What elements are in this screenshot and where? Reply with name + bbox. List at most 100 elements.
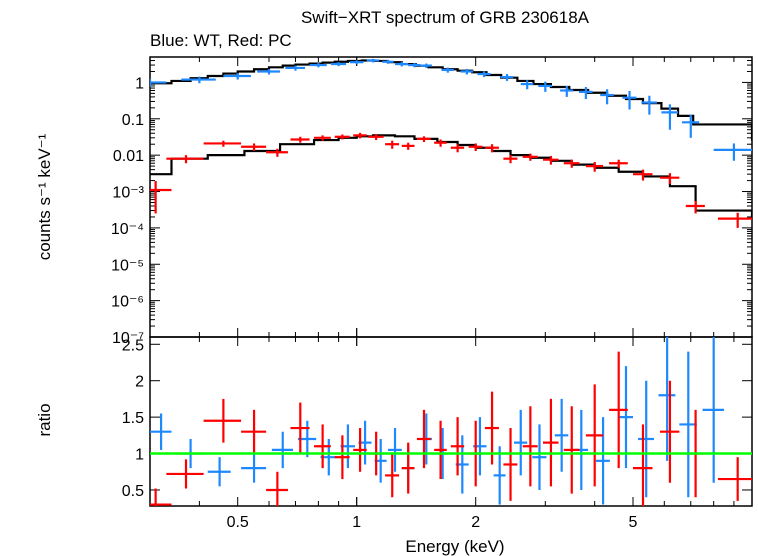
spectrum-pc-point — [368, 134, 384, 141]
spectrum-wt-series — [150, 58, 752, 161]
spectrum-pc-point — [633, 169, 653, 181]
spectrum-pc-point — [241, 143, 267, 152]
spectrum-pc-point — [585, 161, 604, 172]
spectrum-wt-point — [460, 68, 474, 75]
spectrum-wt-point — [560, 85, 574, 97]
ratio-pc-point — [659, 380, 680, 483]
spectrum-pc-point — [522, 153, 538, 161]
spectrum-wt-point — [395, 61, 409, 67]
spectrum-y-tick-label: 10⁻⁷ — [112, 330, 144, 347]
ratio-pc-point — [542, 398, 559, 487]
spectrum-frame — [149, 56, 753, 338]
spectrum-panel: 1 0.1 0.01 10⁻³ 10⁻⁴ 10⁻⁵ 10⁻⁶ 10⁻⁷ — [111, 56, 753, 347]
spectrum-wt-point — [477, 71, 491, 78]
ratio-pc-point — [203, 398, 242, 443]
spectrum-pc-point — [450, 144, 465, 153]
spectrum-pc-point — [385, 140, 400, 149]
ratio-wt-point — [595, 417, 610, 505]
ratio-pc-point — [609, 351, 628, 469]
spectrum-y-tick-label: 10⁻⁶ — [111, 294, 144, 311]
ratio-wt-point — [387, 428, 402, 472]
spectrum-pc-point — [166, 155, 204, 164]
ratio-pc-point — [353, 428, 367, 472]
spectrum-wt-point — [661, 104, 679, 130]
ratio-pc-point — [450, 417, 465, 476]
spectrum-y-axis-label: counts s⁻¹ keV⁻¹ — [35, 133, 54, 260]
ratio-y-tick-label: 1 — [135, 447, 144, 464]
spectrum-pc-point — [434, 139, 447, 147]
ratio-frame — [149, 336, 753, 507]
ratio-pc-point — [166, 459, 204, 489]
spectrum-wt-point — [420, 63, 432, 68]
ratio-wt-point — [658, 337, 676, 461]
ratio-wt-point — [150, 413, 172, 450]
ratio-wt-point — [618, 366, 634, 469]
ratio-wt-point — [207, 457, 231, 487]
spectrum-wt-point — [257, 68, 281, 75]
spectrum-pc-series — [150, 132, 752, 228]
spectrum-pc-point — [563, 159, 580, 168]
spectrum-wt-point — [681, 114, 700, 138]
spectrum-pc-point — [314, 135, 331, 141]
spectrum-pc-point — [334, 134, 350, 140]
spectrum-y-tick-label: 10⁻⁵ — [111, 257, 144, 274]
ratio-pc-point — [334, 435, 350, 480]
spectrum-wt-point — [538, 81, 553, 92]
spectrum-wt-point — [500, 74, 514, 81]
spectrum-wt-point — [223, 73, 251, 80]
ratio-wt-point — [702, 337, 725, 483]
spectrum-pc-point — [503, 155, 518, 164]
ratio-pc-point — [314, 424, 331, 469]
spectrum-pc-point — [717, 212, 752, 228]
spectrum-y-tick-label: 10⁻⁴ — [111, 221, 144, 238]
spectrum-pc-point — [290, 136, 310, 143]
spectrum-wt-point — [641, 95, 657, 115]
spectrum-pc-point — [685, 200, 705, 214]
ratio-y-tick-label: 2 — [135, 374, 144, 391]
wt-model-line — [150, 59, 752, 141]
ratio-pc-point — [434, 420, 447, 480]
ratio-wt-point — [271, 431, 293, 469]
ratio-pc-point — [585, 384, 604, 487]
ratio-wt-point — [638, 380, 654, 498]
spectrum-wt-point — [309, 63, 327, 68]
ratio-y-tick-label: 2.5 — [122, 337, 144, 354]
spectrum-wt-point — [150, 78, 167, 87]
ratio-pc-point — [401, 442, 415, 494]
spectrum-pc-point — [266, 148, 288, 157]
ratio-wt-point — [679, 351, 697, 498]
spectrum-wt-point — [349, 60, 364, 65]
ratio-pc-series — [150, 351, 752, 506]
ratio-pc-point — [266, 471, 288, 506]
spectrum-wt-point — [330, 62, 347, 67]
ratio-pc-point — [290, 402, 310, 454]
ratio-wt-series — [150, 337, 725, 505]
ratio-pc-point — [522, 406, 538, 487]
spectrum-wt-point — [578, 86, 593, 100]
ratio-wt-point — [532, 424, 547, 490]
ratio-pc-point — [385, 453, 400, 498]
spectrum-pc-point — [542, 155, 559, 165]
x-tick-label: 1 — [352, 514, 361, 531]
spectrum-pc-point — [416, 136, 431, 143]
spectrum-pc-point — [468, 143, 483, 152]
spectrum-wt-point — [520, 80, 534, 90]
ratio-pc-point — [633, 424, 653, 506]
spectrum-wt-point — [600, 89, 614, 105]
chart-title: Swift−XRT spectrum of GRB 230618A — [301, 8, 590, 27]
spectrum-pc-point — [203, 140, 242, 147]
spectrum-y-tick-label: 10⁻³ — [112, 185, 144, 202]
spectrum-pc-point — [401, 142, 415, 150]
x-tick-label: 2 — [471, 514, 480, 531]
ratio-pc-point — [563, 406, 580, 494]
ratio-pc-point — [241, 409, 267, 454]
x-axis-label: Energy (keV) — [405, 537, 504, 556]
ratio-wt-point — [514, 409, 528, 476]
ratio-y-tick-label: 0.5 — [122, 483, 144, 500]
ratio-pc-point — [503, 428, 518, 501]
x-tick-label: 0.5 — [227, 514, 249, 531]
ratio-y-tick-label: 1.5 — [122, 410, 144, 427]
spectrum-pc-point — [150, 180, 172, 214]
ratio-wt-point — [554, 398, 569, 472]
x-tick-label: 5 — [629, 514, 638, 531]
